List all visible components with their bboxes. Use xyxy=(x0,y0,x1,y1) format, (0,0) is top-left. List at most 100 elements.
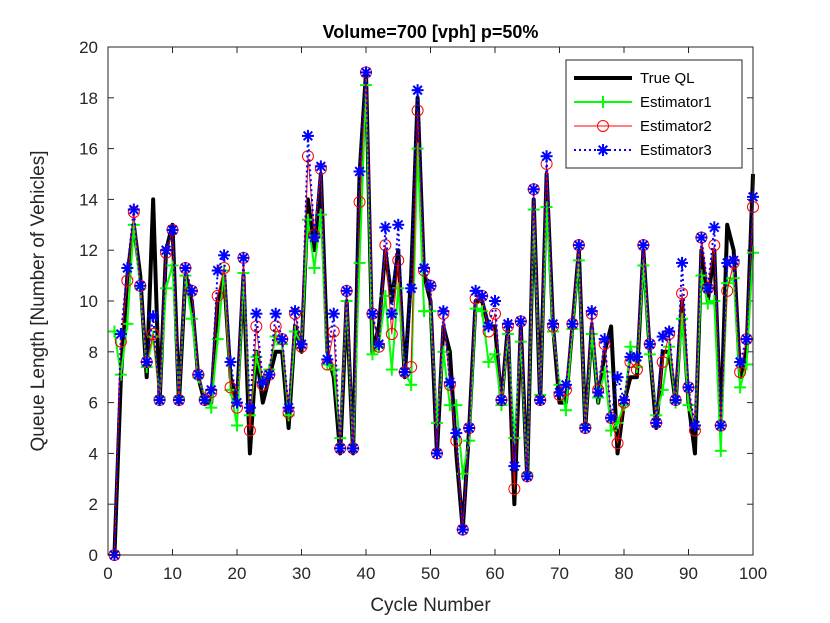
data-point xyxy=(282,401,295,414)
legend-label: True QL xyxy=(640,70,694,87)
y-tick-label: 14 xyxy=(79,190,98,209)
data-point xyxy=(585,305,598,318)
data-point xyxy=(540,150,553,163)
data-point xyxy=(527,183,540,196)
data-point xyxy=(534,394,547,407)
data-point xyxy=(160,244,173,257)
data-point xyxy=(611,437,624,450)
data-point xyxy=(656,355,669,368)
data-point xyxy=(443,376,456,389)
data-point xyxy=(424,305,437,318)
data-point xyxy=(688,419,701,432)
data-point xyxy=(321,353,334,366)
data-point xyxy=(250,307,263,320)
data-point xyxy=(392,218,405,231)
data-point xyxy=(295,338,308,351)
data-point xyxy=(411,84,424,97)
data-point xyxy=(676,312,689,325)
tick-labels: 0 10 20 30 40 50 60 70 80 90 100 0 2 4 6 8 10 12 14 16 18 20 xyxy=(79,38,767,583)
data-point xyxy=(605,424,618,437)
data-point xyxy=(682,381,695,394)
data-point xyxy=(379,239,392,252)
data-point xyxy=(734,381,747,394)
data-point xyxy=(430,416,443,429)
data-point xyxy=(482,355,495,368)
x-tick-label: 40 xyxy=(357,564,376,583)
data-point xyxy=(334,442,347,455)
data-point xyxy=(366,307,379,320)
x-tick-label: 70 xyxy=(550,564,569,583)
y-tick-label: 4 xyxy=(89,444,98,463)
data-point xyxy=(624,340,637,353)
data-point xyxy=(418,261,431,274)
data-point xyxy=(695,269,708,282)
x-tick-label: 50 xyxy=(421,564,440,583)
data-point xyxy=(476,289,489,302)
data-point xyxy=(372,338,385,351)
data-point xyxy=(166,259,179,272)
data-point xyxy=(637,239,650,252)
data-point xyxy=(424,279,437,292)
data-point xyxy=(243,424,256,437)
data-point xyxy=(289,305,302,318)
data-point xyxy=(185,284,198,297)
legend-marker xyxy=(597,96,609,108)
data-point xyxy=(663,340,676,353)
data-point xyxy=(121,261,134,274)
data-point xyxy=(721,277,734,290)
plot-frame xyxy=(107,46,754,556)
data-point xyxy=(211,264,224,277)
data-point xyxy=(114,368,127,381)
data-point xyxy=(708,221,721,234)
data-point xyxy=(340,284,353,297)
data-point xyxy=(147,310,160,323)
data-point xyxy=(456,523,469,536)
x-tick-label: 100 xyxy=(739,564,767,583)
data-point xyxy=(572,239,585,252)
data-point xyxy=(598,333,611,346)
data-point xyxy=(489,307,501,320)
legend-marker xyxy=(597,120,609,132)
data-point xyxy=(327,307,340,320)
data-point xyxy=(147,328,160,341)
data-point xyxy=(347,442,360,455)
data-point xyxy=(121,317,134,330)
data-point xyxy=(676,256,689,269)
data-point xyxy=(669,394,682,407)
data-point xyxy=(618,394,630,407)
data-point xyxy=(237,251,250,264)
data-point xyxy=(353,256,366,269)
data-point xyxy=(559,378,572,391)
data-point xyxy=(663,325,676,338)
data-point xyxy=(114,328,127,341)
data-point xyxy=(708,295,721,307)
data-point xyxy=(211,289,224,302)
data-point xyxy=(392,254,405,267)
data-point xyxy=(637,259,650,272)
y-tick-label: 6 xyxy=(89,394,98,413)
data-point xyxy=(547,317,560,330)
data-point xyxy=(160,282,173,295)
data-point xyxy=(308,231,321,244)
data-point xyxy=(714,444,727,457)
data-point xyxy=(301,129,314,142)
data-point xyxy=(134,279,147,292)
data-point xyxy=(231,396,243,409)
data-point xyxy=(508,482,521,495)
data-point xyxy=(366,348,379,361)
data-point xyxy=(476,305,489,318)
data-point xyxy=(385,328,398,341)
x-tick-label: 90 xyxy=(679,564,698,583)
x-tick-label: 10 xyxy=(163,564,182,583)
y-axis-label: Queue Length [Number of Vehicles] xyxy=(28,150,49,451)
data-point xyxy=(630,363,643,376)
y-tick-label: 8 xyxy=(89,343,98,362)
data-point xyxy=(385,307,398,320)
data-point xyxy=(643,338,656,351)
data-point xyxy=(360,66,372,79)
data-point xyxy=(695,231,708,244)
x-tick-label: 30 xyxy=(292,564,311,583)
x-tick-label: 60 xyxy=(486,564,505,583)
data-point xyxy=(205,401,218,414)
data-point xyxy=(495,394,508,407)
